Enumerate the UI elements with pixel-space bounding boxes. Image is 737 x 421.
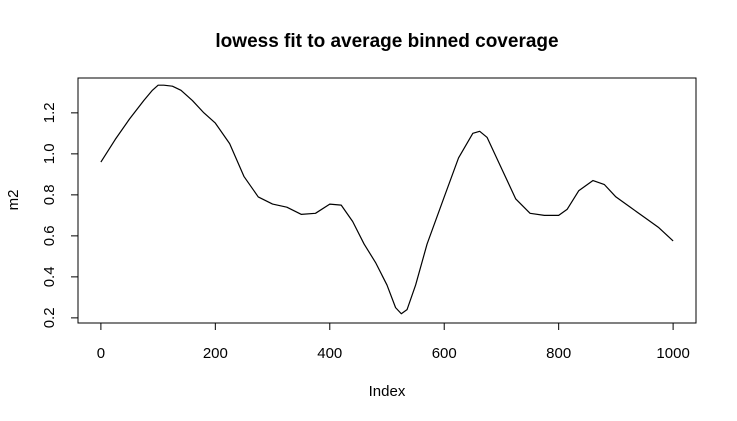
y-tick-label: 1.2 [41,102,58,123]
x-tick-label: 400 [317,345,342,362]
x-tick-label: 1000 [656,345,689,362]
series-line [100,84,674,315]
x-axis: 0 200 400 600 800 1000 [97,322,690,362]
series-group [100,84,674,315]
x-tick-label: 0 [97,345,105,362]
y-axis: 0.2 0.4 0.6 0.8 1.0 1.2 [41,102,79,328]
y-tick-label: 0.2 [41,307,58,328]
x-tick-label: 800 [546,345,571,362]
y-tick-label: 0.8 [41,184,58,205]
x-tick-label: 600 [432,345,457,362]
y-tick-label: 1.0 [41,143,58,164]
x-axis-label: Index [369,383,406,400]
y-axis-label: m2 [5,190,22,211]
chart-title: lowess fit to average binned coverage [215,31,558,52]
y-tick-label: 0.6 [41,225,58,246]
y-tick-label: 0.4 [41,266,58,287]
x-tick-label: 200 [203,345,228,362]
